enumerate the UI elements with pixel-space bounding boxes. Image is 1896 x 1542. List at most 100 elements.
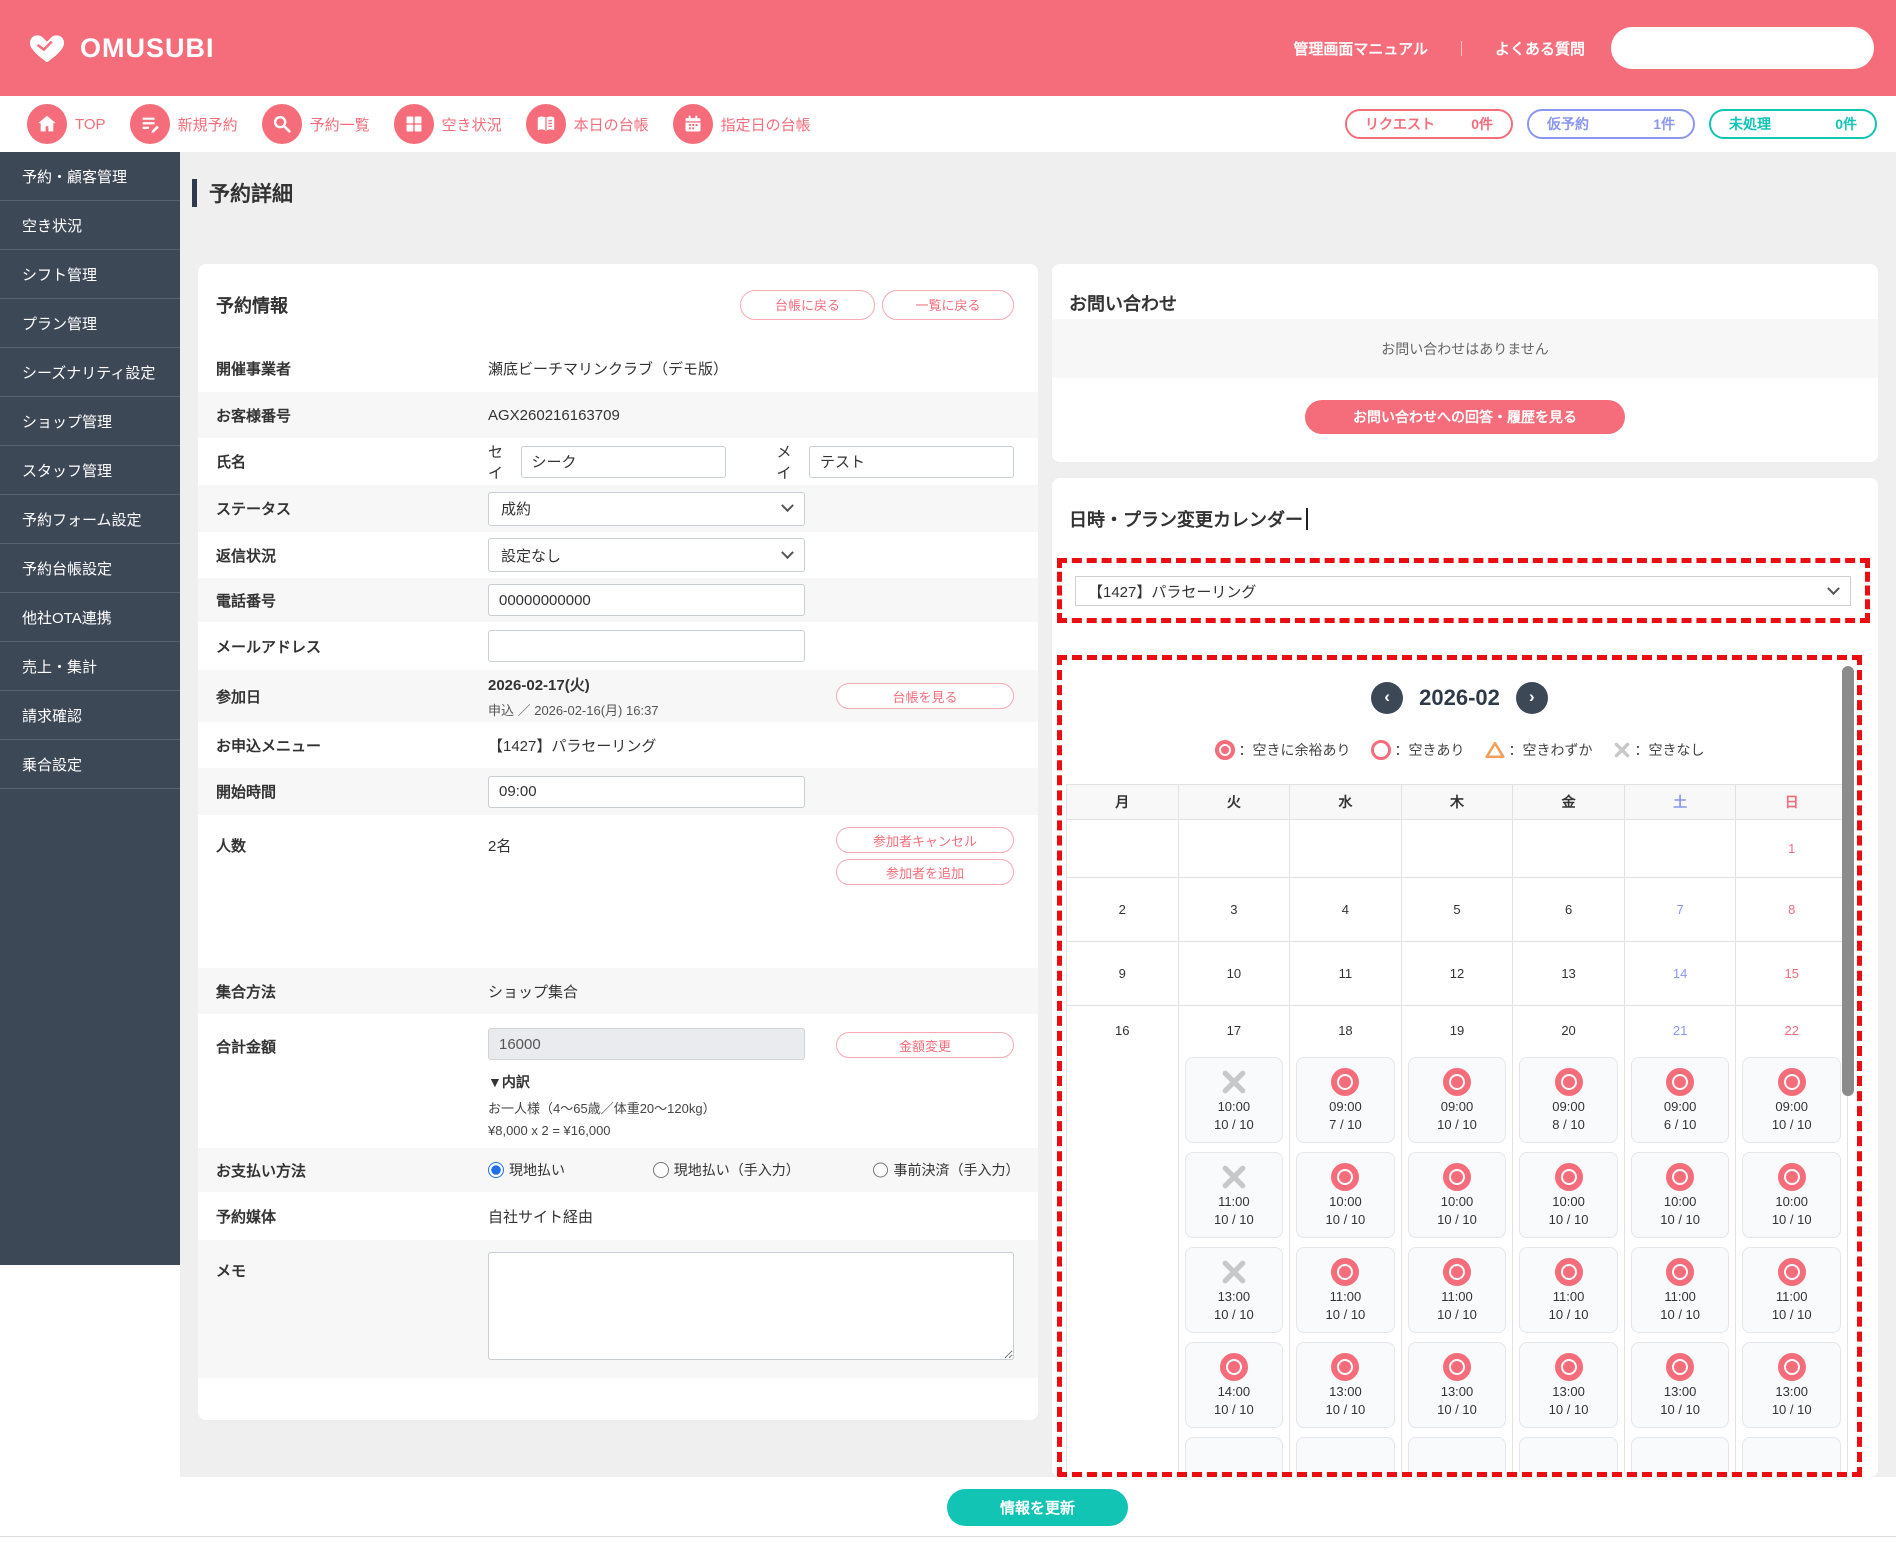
sidebar-item-reservation-customer[interactable]: 予約・顧客管理 [0, 152, 180, 201]
payment-option-prepaid-manual[interactable]: 事前決済（手入力） [873, 1160, 1019, 1180]
payment-radio-onsite[interactable] [488, 1162, 504, 1178]
view-ledger-button[interactable]: 台帳を見る [836, 683, 1014, 709]
nav-item-availability[interactable]: 空き状況 [393, 104, 502, 144]
calendar-scrollbar-thumb[interactable] [1842, 666, 1854, 1096]
sei-field[interactable] [520, 445, 726, 478]
sidebar-item-reservation-form[interactable]: 予約フォーム設定 [0, 495, 180, 544]
day-cell: 10 [1178, 942, 1291, 1006]
timeslot-card-clipped[interactable] [1296, 1437, 1395, 1472]
availability-none-icon [1222, 1070, 1246, 1094]
customer-number-value: AGX260216163709 [488, 406, 620, 424]
annotation-box-plan-select: 【1427】パラセーリング [1057, 558, 1870, 623]
heart-logo-icon [29, 35, 65, 63]
timeslot-card-clipped[interactable] [1519, 1437, 1618, 1472]
timeslot-card[interactable]: 10:00 10 / 10 [1630, 1152, 1730, 1238]
tentative-count-badge[interactable]: 仮予約 1件 [1527, 109, 1695, 139]
email-field[interactable] [488, 630, 805, 662]
timeslot-card-clipped[interactable] [1742, 1437, 1841, 1472]
timeslot-card[interactable]: 14:00 10 / 10 [1184, 1342, 1284, 1428]
payment-option-onsite-manual[interactable]: 現地払い（手入力） [652, 1160, 873, 1180]
status-select[interactable]: 成約 [488, 491, 805, 526]
weekday-header: 火 [1178, 785, 1291, 820]
topbar-search-input[interactable] [1611, 27, 1874, 69]
faq-link[interactable]: よくある質問 [1494, 40, 1585, 58]
back-to-list-button[interactable]: 一覧に戻る [882, 289, 1014, 320]
nav-item-reservation-list[interactable]: 予約一覧 [261, 104, 370, 144]
total-amount-field[interactable] [488, 1028, 805, 1060]
availability-plenty-icon [1331, 1068, 1360, 1096]
timeslot-card-clipped[interactable] [1630, 1437, 1730, 1472]
plan-select[interactable]: 【1427】パラセーリング [1075, 576, 1851, 606]
timeslot-card[interactable]: 09:00 10 / 10 [1407, 1057, 1507, 1143]
sidebar-item-shift[interactable]: シフト管理 [0, 250, 180, 299]
sidebar-item-availability[interactable]: 空き状況 [0, 201, 180, 250]
timeslot-card[interactable]: 10:00 10 / 10 [1742, 1152, 1841, 1238]
datetime-plan-change-card: 日時・プラン変更カレンダー 【1427】パラセーリング ‹ 2026-02 › … [1052, 478, 1878, 1477]
mei-field[interactable] [809, 445, 1014, 478]
unprocessed-count-badge[interactable]: 未処理 0件 [1709, 109, 1877, 139]
timeslot-card[interactable]: 09:00 6 / 10 [1630, 1057, 1730, 1143]
sidebar-item-plan[interactable]: プラン管理 [0, 299, 180, 348]
timeslot-card-clipped[interactable] [1184, 1437, 1284, 1472]
applied-datetime: 申込 ／ 2026-02-16(月) 16:37 [488, 702, 659, 718]
update-info-button[interactable]: 情報を更新 [947, 1489, 1128, 1526]
timeslot-card[interactable]: 11:00 10 / 10 [1630, 1247, 1730, 1333]
timeslot-card[interactable]: 11:00 10 / 10 [1742, 1247, 1841, 1333]
timeslot-card[interactable]: 13:00 10 / 10 [1630, 1342, 1730, 1428]
quick-nav-bar: TOP 新規予約 予約一覧 空き状況 本日の台帳 指定日の台帳 [0, 96, 1896, 152]
people-count-value: 2名 [488, 838, 512, 855]
timeslot-card[interactable]: 13:00 10 / 10 [1519, 1342, 1618, 1428]
start-time-field[interactable] [488, 775, 805, 808]
timeslot-card[interactable]: 11:00 10 / 10 [1407, 1247, 1507, 1333]
sidebar-item-staff[interactable]: スタッフ管理 [0, 446, 180, 495]
back-to-ledger-button[interactable]: 台帳に戻る [740, 289, 875, 320]
payment-radio-prepaid-manual[interactable] [873, 1162, 889, 1178]
timeslot-card[interactable]: 13:00 10 / 10 [1184, 1247, 1284, 1333]
timeslot-card[interactable]: 10:00 10 / 10 [1519, 1152, 1618, 1238]
sidebar-item-sales[interactable]: 売上・集計 [0, 642, 180, 691]
timeslot-card[interactable]: 11:00 10 / 10 [1296, 1247, 1395, 1333]
cancel-participant-button[interactable]: 参加者キャンセル [836, 827, 1014, 853]
timeslot-card[interactable]: 13:00 10 / 10 [1296, 1342, 1395, 1428]
sidebar-item-ota[interactable]: 他社OTA連携 [0, 593, 180, 642]
nav-item-top[interactable]: TOP [27, 104, 106, 144]
day-cell: 18 09:00 7 / 10 10:00 10 / 10 11:00 10 / 10… [1290, 1006, 1402, 1472]
next-month-button[interactable]: › [1515, 682, 1548, 714]
timeslot-card[interactable]: 13:00 10 / 10 [1407, 1342, 1507, 1428]
timeslot-card[interactable]: 09:00 8 / 10 [1519, 1057, 1618, 1143]
sidebar-item-seasonality[interactable]: シーズナリティ設定 [0, 348, 180, 397]
sidebar-item-shop[interactable]: ショップ管理 [0, 397, 180, 446]
reply-status-select[interactable]: 設定なし [488, 538, 805, 572]
footer-divider [0, 1536, 1896, 1537]
payment-option-onsite[interactable]: 現地払い [488, 1160, 653, 1180]
prev-month-button[interactable]: ‹ [1371, 682, 1404, 714]
nav-item-new-reservation[interactable]: 新規予約 [129, 104, 238, 144]
timeslot-card[interactable]: 11:00 10 / 10 [1184, 1152, 1284, 1238]
timeslot-card[interactable]: 09:00 10 / 10 [1742, 1057, 1841, 1143]
day-cell [1178, 820, 1291, 878]
timeslot-card[interactable]: 11:00 10 / 10 [1519, 1247, 1618, 1333]
timeslot-card[interactable]: 10:00 10 / 10 [1296, 1152, 1395, 1238]
timeslot-card[interactable]: 10:00 10 / 10 [1407, 1152, 1507, 1238]
phone-field[interactable] [488, 584, 805, 616]
inquiry-history-button[interactable]: お問い合わせへの回答・履歴を見る [1305, 400, 1625, 434]
change-amount-button[interactable]: 金額変更 [836, 1032, 1014, 1058]
manual-link[interactable]: 管理画面マニュアル [1293, 40, 1428, 58]
nav-item-specified-date-ledger[interactable]: 指定日の台帳 [672, 104, 811, 144]
brand-logo[interactable]: OMUSUBI [26, 29, 215, 67]
customer-number-row: お客様番号 AGX260216163709 [198, 392, 1038, 438]
availability-plenty-icon [1666, 1258, 1695, 1286]
nav-item-today-ledger[interactable]: 本日の台帳 [525, 104, 649, 144]
sidebar-item-ledger-settings[interactable]: 予約台帳設定 [0, 544, 180, 593]
payment-radio-onsite-manual[interactable] [652, 1162, 669, 1178]
sidebar-item-rideshare[interactable]: 乗合設定 [0, 740, 180, 789]
timeslot-card[interactable]: 10:00 10 / 10 [1184, 1057, 1284, 1143]
timeslot-card[interactable]: 13:00 10 / 10 [1742, 1342, 1841, 1428]
sidebar-item-billing[interactable]: 請求確認 [0, 691, 180, 740]
memo-textarea[interactable] [488, 1252, 1014, 1360]
timeslot-card-clipped[interactable] [1407, 1437, 1507, 1472]
availability-few-icon [1484, 741, 1505, 759]
request-count-badge[interactable]: リクエスト 0件 [1345, 109, 1513, 139]
timeslot-card[interactable]: 09:00 7 / 10 [1296, 1057, 1395, 1143]
add-participant-button[interactable]: 参加者を追加 [836, 859, 1014, 885]
